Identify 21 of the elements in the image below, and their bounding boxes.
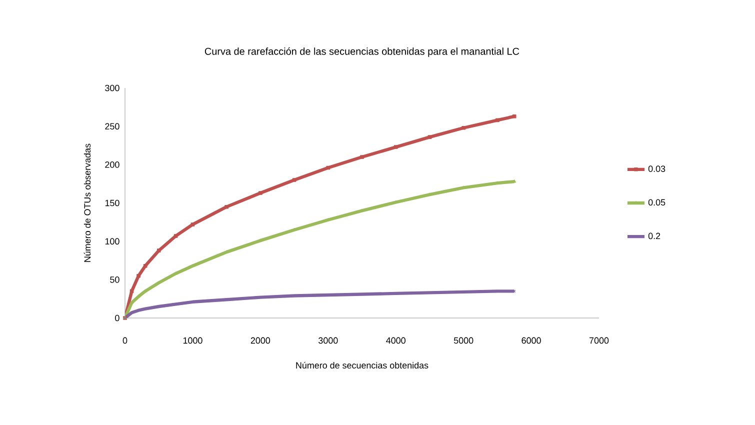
y-tick-label: 100 bbox=[105, 238, 120, 245]
x-tick-label: 3000 bbox=[318, 337, 338, 344]
x-axis-title: Número de secuencias obtenidas bbox=[296, 362, 428, 369]
x-tick-label: 5000 bbox=[454, 337, 474, 344]
y-tick-label: 150 bbox=[105, 200, 120, 206]
legend-label: 0.05 bbox=[648, 199, 666, 206]
y-tick-label: 300 bbox=[105, 84, 120, 92]
y-axis-title: Número de OTUs observadas bbox=[84, 144, 91, 262]
x-tick-label: 7000 bbox=[589, 337, 609, 344]
x-tick-label: 0 bbox=[122, 337, 128, 344]
x-tick-label: 1000 bbox=[183, 337, 202, 344]
x-tick-label: 2000 bbox=[250, 337, 270, 344]
y-tick-label: 0 bbox=[115, 314, 120, 322]
x-tick-label: 6000 bbox=[522, 337, 541, 344]
y-tick-label: 50 bbox=[110, 276, 120, 283]
chart-title: Curva de rarefacción de las secuencias obtenidas para el manantial LC bbox=[204, 47, 520, 57]
y-tick-label: 250 bbox=[105, 123, 120, 130]
legend-label: 0.2 bbox=[648, 232, 660, 240]
legend-label: 0.03 bbox=[648, 166, 666, 172]
y-tick-label: 200 bbox=[105, 161, 120, 168]
x-tick-label: 4000 bbox=[386, 337, 406, 344]
